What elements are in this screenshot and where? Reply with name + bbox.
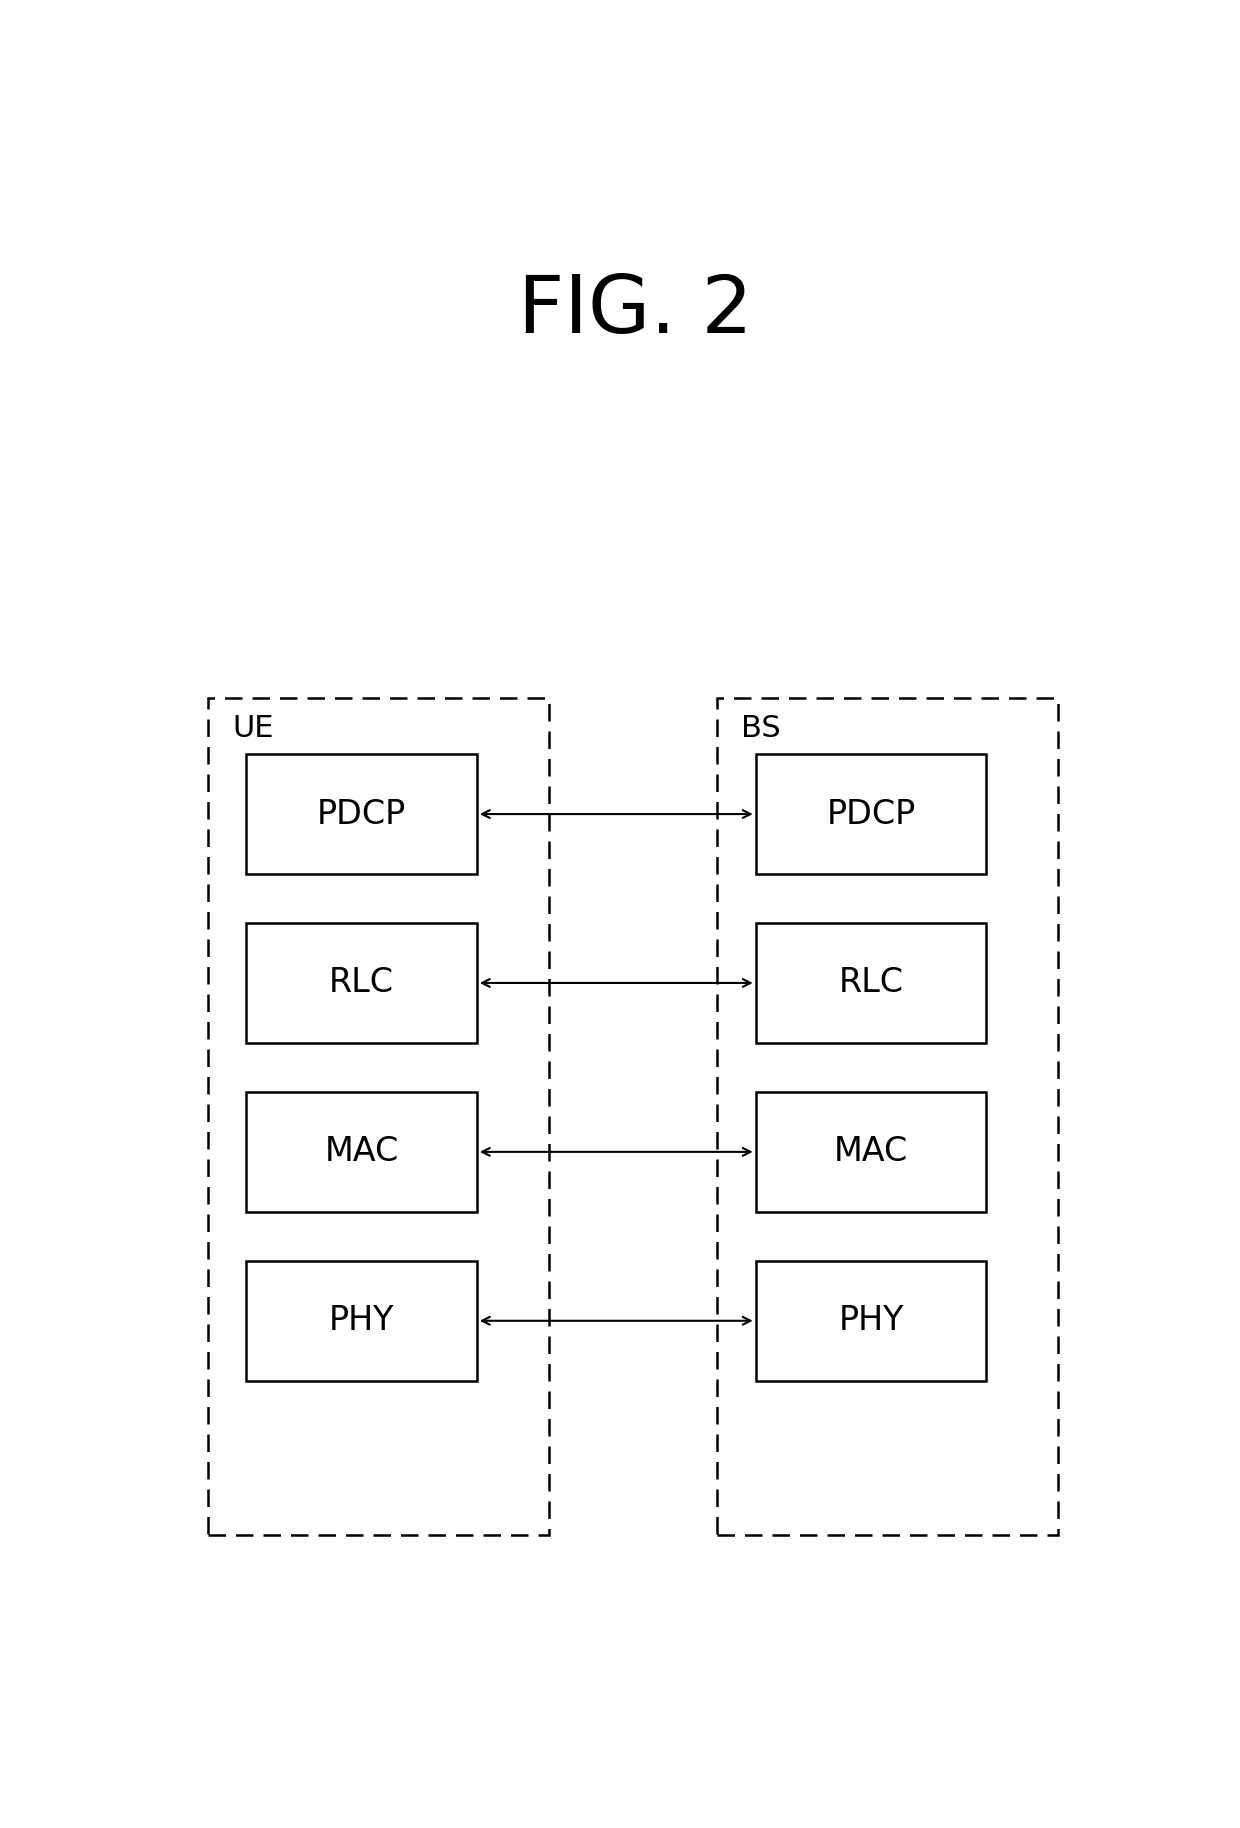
Bar <box>208 698 549 1536</box>
Bar <box>247 755 477 874</box>
Text: PHY: PHY <box>329 1303 394 1338</box>
Text: MAC: MAC <box>325 1135 399 1168</box>
Text: PHY: PHY <box>838 1303 904 1338</box>
Bar <box>755 923 986 1042</box>
Bar <box>247 1261 477 1380</box>
Bar <box>755 755 986 874</box>
Text: MAC: MAC <box>833 1135 908 1168</box>
Text: RLC: RLC <box>838 967 904 1000</box>
Text: FIG. 2: FIG. 2 <box>518 272 753 349</box>
Bar <box>247 923 477 1042</box>
Bar <box>755 1091 986 1212</box>
Bar <box>755 1261 986 1380</box>
Text: PDCP: PDCP <box>317 797 407 830</box>
Bar <box>717 698 1058 1536</box>
Bar <box>247 1091 477 1212</box>
Text: PDCP: PDCP <box>826 797 915 830</box>
Text: BS: BS <box>742 715 781 744</box>
Text: UE: UE <box>232 715 273 744</box>
Text: RLC: RLC <box>329 967 394 1000</box>
